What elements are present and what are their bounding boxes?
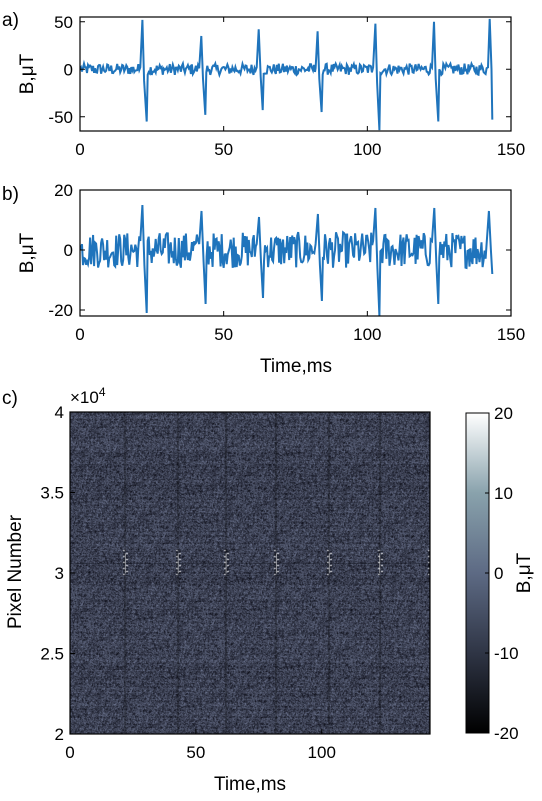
colorbar-tick-label: -10	[494, 644, 519, 663]
panel-a-series-line	[80, 18, 494, 131]
panel-a-signal	[80, 18, 494, 131]
panel-c-ytick-label: 3	[55, 564, 64, 583]
panel-c-xtick-label: 100	[308, 743, 336, 762]
panel-a-ylabel: B,μT	[17, 53, 38, 94]
panel-b-axes-box	[79, 189, 512, 317]
panel-b-xticks: 0 50 100 150	[75, 190, 525, 344]
colorbar-label: B,μT	[514, 552, 535, 593]
panel-c-ytick-label: 2	[55, 725, 64, 744]
colorbar-ticks: 20 10 0 -10 -20	[485, 404, 519, 743]
panel-b-series-line	[80, 204, 494, 316]
panel-b-ylabel: B,μT	[17, 232, 38, 273]
panel-a-xtick-label: 0	[75, 140, 84, 159]
panel-b-ytick-label: 0	[64, 241, 73, 260]
panel-b-ytick-label: -20	[48, 301, 73, 320]
panel-c-y-multiplier: ×104	[70, 385, 106, 407]
colorbar-tick-label: 20	[494, 404, 513, 423]
panel-a-xticks: 0 50 100 150	[75, 17, 525, 159]
colorbar-tick-label: 10	[494, 484, 513, 503]
panel-a-xtick-label: 150	[497, 140, 525, 159]
panel-b-label: b)	[2, 184, 19, 205]
panel-b-xtick-label: 50	[214, 325, 233, 344]
panel-c-ytick-label: 3.5	[40, 484, 64, 503]
panel-b-signal	[80, 204, 494, 316]
heatmap-image	[70, 412, 430, 734]
panel-b-yticks: -20 0 20	[48, 181, 511, 320]
panel-a-xtick-label: 50	[214, 140, 233, 159]
colorbar-tick-label: -20	[494, 724, 519, 743]
panel-c-ylabel: Pixel Number	[5, 514, 26, 629]
panel-a-ytick-label: 0	[64, 60, 73, 79]
panel-b-xtick-label: 0	[75, 325, 84, 344]
panel-b-xtick-label: 100	[353, 325, 381, 344]
panel-c-xtick-label: 50	[186, 743, 205, 762]
panel-c-xlabel: Time,ms	[214, 774, 286, 795]
panel-a-yticks: -50 0 50	[48, 13, 511, 127]
panel-c-ytick-label: 4	[55, 403, 64, 422]
panel-c-label: c)	[2, 388, 18, 409]
panel-c-ytick-label: 2.5	[40, 645, 64, 664]
panel-b-xlabel: Time,ms	[260, 356, 332, 377]
panel-a-xtick-label: 100	[353, 140, 381, 159]
panel-a-ytick-label: -50	[48, 108, 73, 127]
panel-b-xtick-label: 150	[497, 325, 525, 344]
panel-c-xticks: 0 50 100	[65, 729, 336, 762]
panel-c-xtick-label: 0	[65, 743, 74, 762]
colorbar-tick-label: 0	[494, 564, 503, 583]
panel-a-label: a)	[2, 10, 19, 31]
panel-b-ytick-label: 20	[54, 181, 73, 200]
panel-a-ytick-label: 50	[54, 13, 73, 32]
panel-c: c) ×104 Pixel Number 0 50 100 22.533.54 Ti…	[2, 385, 535, 795]
panel-c-yticks: 2 2.5 3 3.5 4	[40, 403, 75, 744]
heatmap-canvas	[70, 412, 430, 734]
heatmap	[70, 412, 431, 734]
panel-a-axes-box	[79, 16, 512, 132]
